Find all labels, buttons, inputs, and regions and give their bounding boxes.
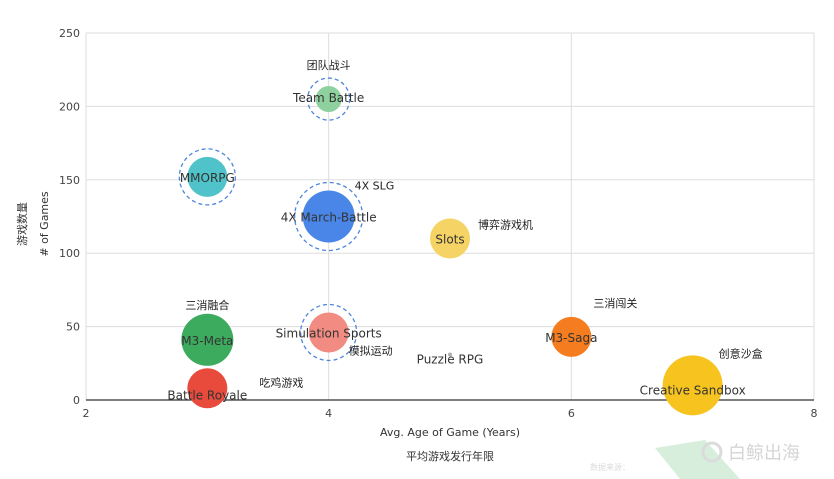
bubble-label-battle-royale: Battle Royale (167, 388, 247, 402)
watermark-logo-shape (655, 440, 740, 479)
y-tick-label: 200 (59, 100, 80, 113)
bubble-team-battle (315, 86, 342, 113)
bubble-label-puzzle-rpg: Puzzle RPG (417, 352, 484, 366)
bubble-label-m3-meta: M3-Meta (181, 334, 233, 348)
watermark-brand: 白鲸出海 (728, 443, 800, 464)
y-axis-title: # of Games (38, 191, 51, 257)
watermark: 白鲸出海 数据来源： (590, 440, 800, 479)
bubble-label-4x-march-battle: 4X March-Battle (281, 211, 377, 225)
x-axis-title-cn: 平均游戏发行年限 (406, 449, 494, 463)
bubble-m3-saga (551, 316, 592, 357)
y-tick-label: 250 (59, 27, 80, 40)
bubble-battle-royale (187, 368, 228, 409)
bubble-simulation-sports (308, 312, 349, 353)
bubble-label-m3-saga: M3-Saga (545, 331, 597, 345)
bubble-label-creative-sandbox: Creative Sandbox (640, 383, 746, 397)
highlight-ring-simulation-sports (300, 303, 358, 362)
y-tick-label: 150 (59, 174, 80, 187)
bubble-label-simulation-sports: Simulation Sports (276, 326, 382, 340)
y-tick-label: 0 (73, 394, 80, 407)
bubbles (178, 77, 723, 416)
y-tick-label: 50 (66, 321, 80, 334)
bubble-slots (430, 218, 470, 259)
highlight-ring-team-battle (307, 77, 351, 121)
x-tick-label: 4 (325, 407, 332, 420)
bubble-4x-march-battle (302, 190, 355, 243)
bubble-label-cn-m3-saga: 三消闯关 (593, 296, 637, 310)
x-axis-title: Avg. Age of Game (Years) (380, 426, 520, 439)
x-tick-label: 8 (811, 407, 818, 420)
bubble-label-mmorpg: MMORPG (180, 171, 235, 185)
bubble-label-cn-creative-sandbox: 创意沙盒 (719, 346, 763, 360)
bubble-mmorpg (187, 156, 228, 197)
bubble-label-cn-battle-royale: 吃鸡游戏 (259, 375, 303, 389)
bubble-m3-meta (181, 313, 234, 366)
bubble-labels: Team Battle 团队战斗 MMORPG 4X March-Battle 4X S… (167, 58, 762, 402)
highlight-ring-4x-march-battle (294, 181, 364, 252)
bubble-label-team-battle: Team Battle (292, 91, 364, 105)
highlight-ring-mmorpg (178, 148, 236, 206)
bubble-label-slots: Slots (435, 233, 464, 247)
watermark-note: 数据来源： (590, 462, 630, 472)
bubble-label-cn-4x-march-battle: 4X SLG (355, 180, 395, 193)
bubble-puzzle-rpg (448, 352, 452, 357)
bubble-label-cn-slots: 博弈游戏机 (478, 218, 533, 232)
x-tick-label: 6 (568, 407, 575, 420)
watermark-logo-icon (701, 441, 723, 463)
y-tick-label: 100 (59, 247, 80, 260)
bubble-label-cn-m3-meta: 三消融合 (185, 298, 229, 312)
bubble-label-cn-simulation-sports: 模拟运动 (349, 343, 393, 357)
x-tick-label: 2 (83, 407, 90, 420)
bubble-creative-sandbox (662, 355, 723, 416)
y-axis-title-cn: 游戏数量 (16, 202, 29, 246)
bubble-label-cn-team-battle: 团队战斗 (307, 58, 351, 72)
